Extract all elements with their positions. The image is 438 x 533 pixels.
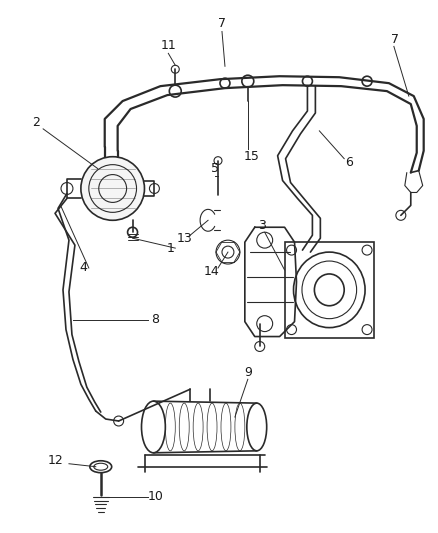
Text: 15: 15 (244, 150, 260, 163)
Text: 9: 9 (244, 366, 252, 379)
Text: 6: 6 (345, 156, 353, 169)
Text: 2: 2 (32, 116, 40, 130)
Text: 13: 13 (177, 232, 192, 245)
Text: 7: 7 (218, 17, 226, 30)
Text: 8: 8 (152, 313, 159, 326)
Text: 4: 4 (79, 262, 87, 274)
Text: 1: 1 (166, 241, 174, 255)
Text: 7: 7 (391, 33, 399, 46)
Circle shape (81, 157, 145, 220)
Text: 3: 3 (258, 219, 266, 232)
Bar (285, 242, 374, 337)
Text: 12: 12 (48, 454, 64, 467)
Text: 11: 11 (160, 39, 176, 52)
Text: 5: 5 (211, 162, 219, 175)
Text: 14: 14 (204, 265, 220, 278)
Text: 10: 10 (148, 490, 163, 503)
